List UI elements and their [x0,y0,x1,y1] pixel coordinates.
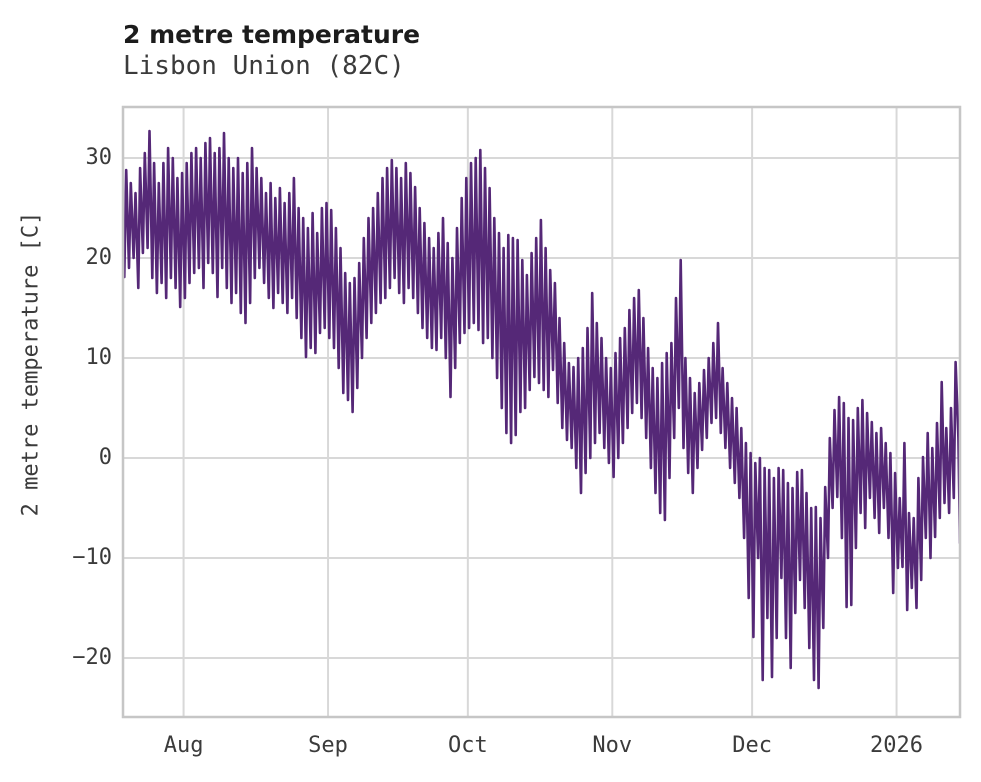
plot-frame [121,105,962,719]
x-tick-label: 2026 [870,733,924,758]
chart-subtitle: Lisbon Union (82C) [123,51,405,81]
y-tick-label: 0 [98,445,112,470]
x-tick-label: Nov [592,733,633,758]
y-tick-label: 30 [85,145,113,170]
x-tick-label: Sep [308,733,348,758]
x-tick-label: Oct [447,733,488,758]
y-tick-label: 20 [85,245,113,270]
y-tick-label: 10 [85,345,113,370]
x-tick-label: Dec [732,733,772,758]
temperature-line [123,129,960,690]
y-tick-label: −20 [72,645,112,670]
y-tick-label: −10 [72,545,112,570]
chart-title: 2 metre temperature [123,20,421,49]
x-tick-label: Aug [163,733,204,758]
